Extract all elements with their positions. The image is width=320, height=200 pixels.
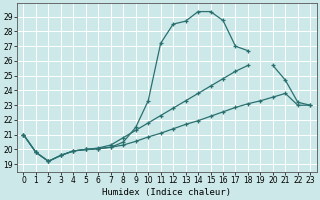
X-axis label: Humidex (Indice chaleur): Humidex (Indice chaleur) (102, 188, 231, 197)
